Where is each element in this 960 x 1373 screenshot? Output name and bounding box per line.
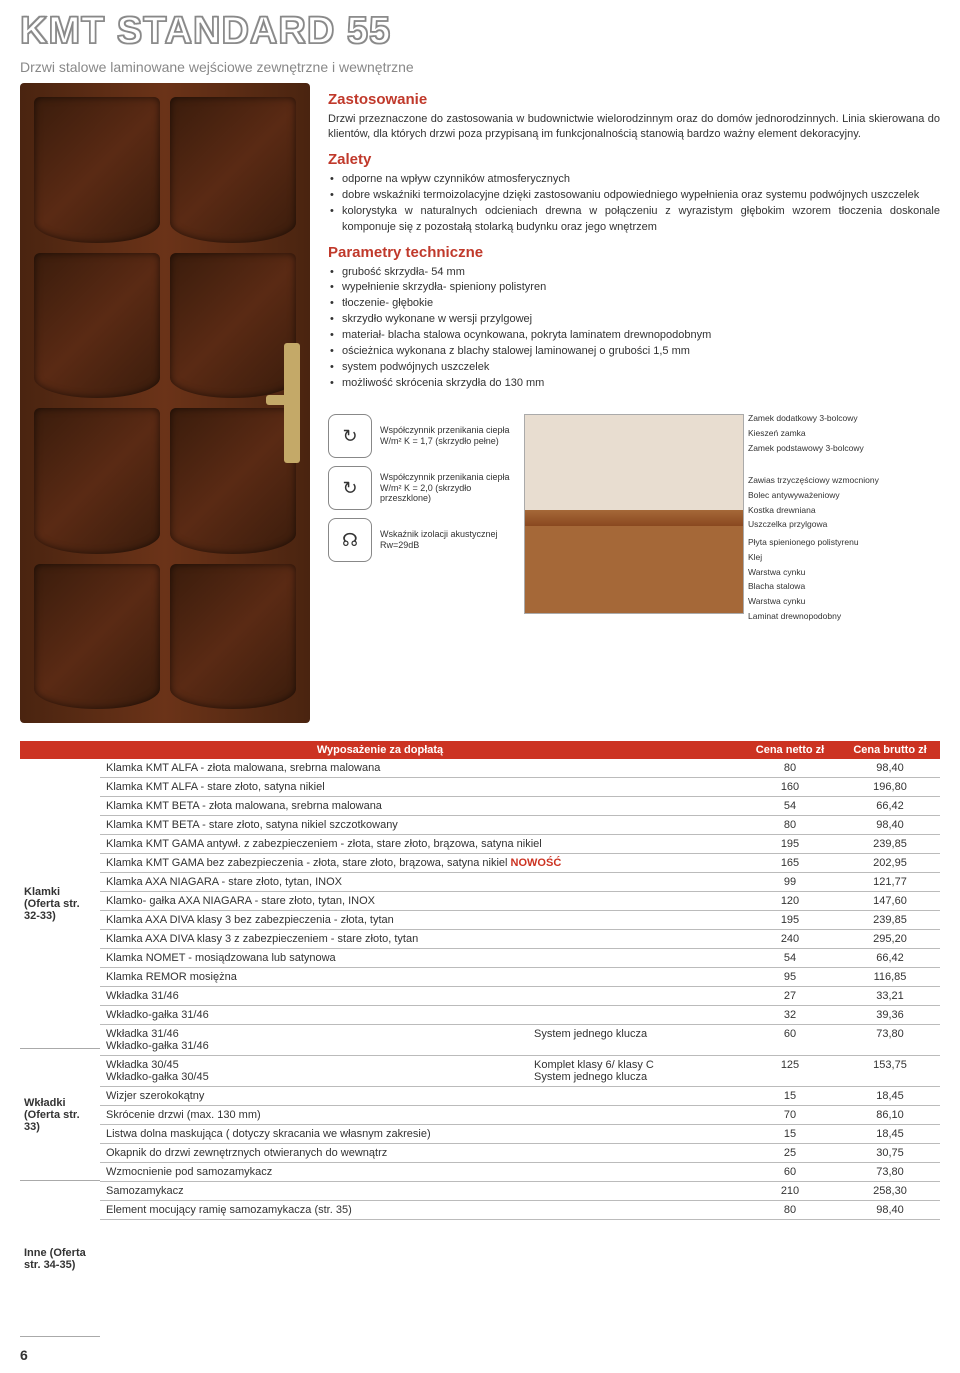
diagram-label: Blacha stalowa	[748, 579, 913, 594]
diagram-label: Płyta spienionego polistyrenu	[748, 535, 913, 550]
page-number: 6	[20, 1347, 940, 1363]
diagram-label: Laminat drewnopodobny	[748, 609, 913, 624]
table-row: Wkładka 31/462733,21	[100, 987, 940, 1006]
list-item: grubość skrzydła- 54 mm	[328, 265, 940, 281]
table-header: Cena brutto zł	[840, 741, 940, 759]
diagram-label: Kieszeń zamka	[748, 426, 913, 441]
table-row: Listwa dolna maskująca ( dotyczy skracan…	[100, 1125, 940, 1144]
diagram-label: Klej	[748, 550, 913, 565]
diagram-label: Zamek dodatkowy 3-bolcowy	[748, 411, 913, 426]
list-item: odporne na wpływ czynników atmosferyczny…	[328, 172, 940, 188]
price-table: Wyposażenie za dopłatą Cena netto zł Cen…	[20, 741, 940, 1337]
table-row: Wkładka 31/46Wkładko-gałka 31/46System j…	[100, 1025, 940, 1056]
diagram-label: Kostka drewniana	[748, 503, 913, 518]
diagram-label: Zawias trzyczęściowy wzmocniony	[748, 473, 913, 488]
diagram-label: Bolec antywyważeniowy	[748, 488, 913, 503]
acoustic-icon: ☊	[328, 518, 372, 562]
door-image	[20, 83, 310, 723]
table-header: Wyposażenie za dopłatą	[20, 741, 740, 759]
table-row: Klamka KMT BETA - stare złoto, satyna ni…	[100, 816, 940, 835]
table-row: Okapnik do drzwi zewnętrznych otwieranyc…	[100, 1144, 940, 1163]
table-row: Samozamykacz210258,30	[100, 1182, 940, 1201]
heat-coeff-text: Współczynnik przenikania ciepła W/m² K =…	[380, 472, 510, 504]
list-item: tłoczenie- głębokie	[328, 296, 940, 312]
table-row: Wzmocnienie pod samozamykacz6073,80	[100, 1163, 940, 1182]
table-row: Klamka AXA NIAGARA - stare złoto, tytan,…	[100, 873, 940, 892]
group-label: Inne (Oferta str. 34-35)	[20, 1181, 100, 1337]
list-item: materiał- blacha stalowa ocynkowana, pok…	[328, 328, 940, 344]
diagram-label: Warstwa cynku	[748, 594, 913, 609]
heat-coeff-text: Współczynnik przenikania ciepła W/m² K =…	[380, 425, 510, 447]
group-label: Klamki (Oferta str. 32-33)	[20, 759, 100, 1049]
page-subtitle: Drzwi stalowe laminowane wejściowe zewnę…	[20, 59, 940, 75]
table-row: Wkładka 30/45Wkładko-gałka 30/45Komplet …	[100, 1056, 940, 1087]
zalety-heading: Zalety	[328, 151, 940, 168]
zastosowanie-heading: Zastosowanie	[328, 91, 940, 108]
zastosowanie-text: Drzwi przeznaczone do zastosowania w bud…	[328, 112, 940, 143]
table-row: Element mocujący ramię samozamykacza (st…	[100, 1201, 940, 1220]
table-row: Klamka REMOR mosiężna95116,85	[100, 968, 940, 987]
parametry-list: grubość skrzydła- 54 mm wypełnienie skrz…	[328, 265, 940, 393]
door-handle-icon	[280, 343, 304, 463]
table-row: Klamka AXA DIVA klasy 3 bez zabezpieczen…	[100, 911, 940, 930]
page-title: KMT STANDARD 55	[20, 10, 940, 53]
table-row: Wizjer szerokokątny1518,45	[100, 1087, 940, 1106]
table-row: Skrócenie drzwi (max. 130 mm)7086,10	[100, 1106, 940, 1125]
acoustic-text: Wskaźnik izolacji akustycznej Rw=29dB	[380, 529, 510, 551]
table-row: Klamka KMT ALFA - złota malowana, srebrn…	[100, 759, 940, 778]
table-row: Klamka NOMET - mosiądzowana lub satynowa…	[100, 949, 940, 968]
list-item: kolorystyka w naturalnych odcieniach dre…	[328, 204, 940, 236]
cross-section-diagram: Zamek dodatkowy 3-bolcowy Kieszeń zamka …	[524, 414, 744, 614]
diagram-label: Warstwa cynku	[748, 565, 913, 580]
table-row: Klamka KMT GAMA bez zabezpieczenia - zło…	[100, 854, 940, 873]
diagram-label: Uszczelka przylgowa	[748, 517, 913, 532]
zalety-list: odporne na wpływ czynników atmosferyczny…	[328, 172, 940, 236]
list-item: wypełnienie skrzydła- spieniony polistyr…	[328, 280, 940, 296]
table-header: Cena netto zł	[740, 741, 840, 759]
list-item: skrzydło wykonane w wersji przylgowej	[328, 312, 940, 328]
table-row: Klamka AXA DIVA klasy 3 z zabezpieczenie…	[100, 930, 940, 949]
table-row: Klamka KMT ALFA - stare złoto, satyna ni…	[100, 778, 940, 797]
list-item: ościeżnica wykonana z blachy stalowej la…	[328, 344, 940, 360]
heat-coeff-icon: ↻	[328, 414, 372, 458]
list-item: dobre wskaźniki termoizolacyjne dzięki z…	[328, 188, 940, 204]
parametry-heading: Parametry techniczne	[328, 244, 940, 261]
table-row: Klamko- gałka AXA NIAGARA - stare złoto,…	[100, 892, 940, 911]
table-row: Klamka KMT GAMA antywł. z zabezpieczenie…	[100, 835, 940, 854]
table-row: Klamka KMT BETA - złota malowana, srebrn…	[100, 797, 940, 816]
group-label: Wkładki (Oferta str. 33)	[20, 1049, 100, 1181]
diagram-label: Zamek podstawowy 3-bolcowy	[748, 441, 913, 456]
list-item: system podwójnych uszczelek	[328, 360, 940, 376]
heat-coeff-icon: ↻	[328, 466, 372, 510]
table-row: Wkładko-gałka 31/463239,36	[100, 1006, 940, 1025]
list-item: możliwość skrócenia skrzydła do 130 mm	[328, 376, 940, 392]
